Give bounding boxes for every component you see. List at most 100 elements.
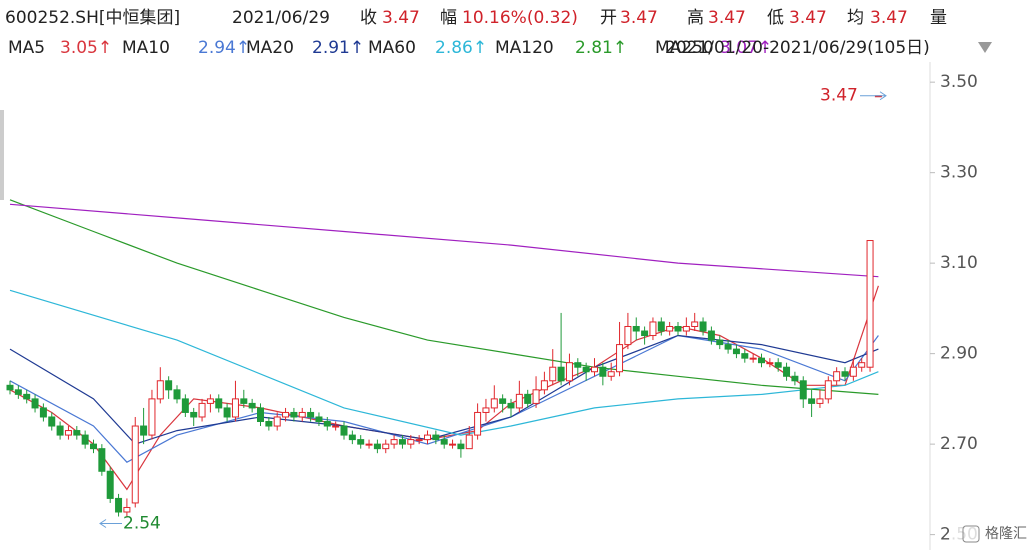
header-value: 3.47	[382, 8, 420, 28]
legend-value: 3.07↑	[720, 38, 772, 58]
candle-body	[507, 402, 515, 409]
date: 2021/06/29	[232, 8, 330, 28]
candle-body	[524, 393, 532, 404]
dropdown[interactable]	[978, 42, 992, 53]
candle-body	[641, 330, 649, 337]
header-label: 高	[687, 8, 704, 28]
legend-value: 3.05↑	[60, 38, 112, 58]
candle-body	[591, 366, 598, 373]
candle-body	[31, 398, 39, 409]
candle-body	[332, 425, 340, 428]
candle-body	[64, 430, 72, 436]
candle-body	[265, 421, 273, 427]
candle-body	[56, 425, 64, 436]
candle-body	[90, 443, 97, 450]
header-value: 10.16%(0.32)	[462, 8, 578, 28]
legend-value: 2.81↑	[575, 38, 627, 58]
symbol: 600252.SH[中恒集团]	[5, 8, 180, 28]
candle-body	[223, 407, 231, 418]
candle-body	[758, 357, 765, 364]
candle-body	[666, 325, 674, 332]
y-tick-label: 2.90	[940, 344, 978, 364]
candle-body	[14, 389, 22, 395]
candle-body	[432, 434, 440, 441]
legend-value: 2.86↑	[435, 38, 487, 58]
candle-body	[398, 439, 406, 445]
candle-body	[240, 398, 248, 404]
candle-body	[649, 321, 657, 337]
candle-body	[474, 411, 482, 436]
candle-body	[616, 344, 624, 373]
candle-body	[766, 362, 774, 365]
legend-name: MA60	[368, 38, 416, 58]
candle-body	[357, 439, 365, 445]
candle-body	[833, 371, 841, 382]
candle-body	[582, 366, 590, 373]
candle-body	[215, 398, 223, 409]
candle-body	[415, 439, 423, 442]
candle-body	[440, 439, 448, 445]
ma-line	[9, 203, 879, 278]
candle-body	[273, 416, 281, 427]
candle-body	[732, 348, 740, 355]
candle-body	[173, 389, 181, 400]
candle-body	[557, 366, 565, 382]
legend-name: MA5	[8, 38, 45, 58]
y-tick-label: 3.30	[940, 163, 978, 183]
candle-body	[674, 325, 682, 332]
y-tick-label: 2.70	[940, 434, 978, 454]
candle-body	[140, 425, 148, 436]
candle-body	[231, 398, 239, 418]
ma-line	[9, 289, 879, 436]
candle-body	[490, 398, 498, 409]
range-label[interactable]: 2021/01/20-2021/06/29(105日)	[665, 38, 930, 58]
candle-body	[707, 330, 715, 341]
candle-body	[424, 434, 431, 441]
header-label: 均	[847, 8, 864, 28]
candle-body	[282, 411, 290, 418]
candle-body	[574, 362, 582, 368]
candle-body	[799, 380, 807, 400]
candle-body	[348, 434, 356, 441]
candle-body	[81, 434, 89, 445]
candle-body	[549, 366, 557, 382]
legend-value: 2.94↑	[198, 38, 250, 58]
legend-value: 2.91↑	[312, 38, 364, 58]
candle-body	[607, 371, 615, 377]
candle-body	[190, 411, 198, 418]
candle-body	[682, 325, 690, 332]
annotation: 2.54	[123, 514, 161, 534]
candle-body	[340, 425, 348, 436]
candle-body	[115, 497, 123, 513]
candle-body	[257, 407, 264, 423]
candle-body	[724, 344, 732, 350]
candle-body	[390, 439, 398, 445]
candle-body	[449, 443, 457, 446]
candle-body	[783, 366, 791, 377]
candle-body	[98, 448, 106, 472]
candle-body	[791, 375, 799, 382]
candle-body	[323, 421, 331, 427]
candle-body	[532, 389, 540, 404]
candle-body	[858, 362, 866, 368]
candle-body	[465, 434, 473, 450]
candle-body	[699, 321, 707, 332]
legend-name: MA250	[655, 38, 714, 58]
candle-body	[382, 443, 390, 450]
candle-body	[298, 411, 306, 418]
candle-body	[599, 366, 607, 377]
header-value: 3.47	[708, 8, 746, 28]
candle-body	[407, 439, 415, 445]
candle-body	[373, 443, 381, 450]
candle-body	[457, 443, 465, 450]
candle-body	[841, 371, 849, 377]
candle-body	[23, 393, 31, 400]
candle-body	[181, 398, 189, 413]
candle-body	[499, 398, 507, 404]
candle-body	[866, 240, 874, 368]
candle-body	[816, 398, 824, 404]
legend-name: MA120	[495, 38, 554, 58]
scroll-bar	[0, 110, 4, 200]
candle-body	[749, 357, 757, 360]
